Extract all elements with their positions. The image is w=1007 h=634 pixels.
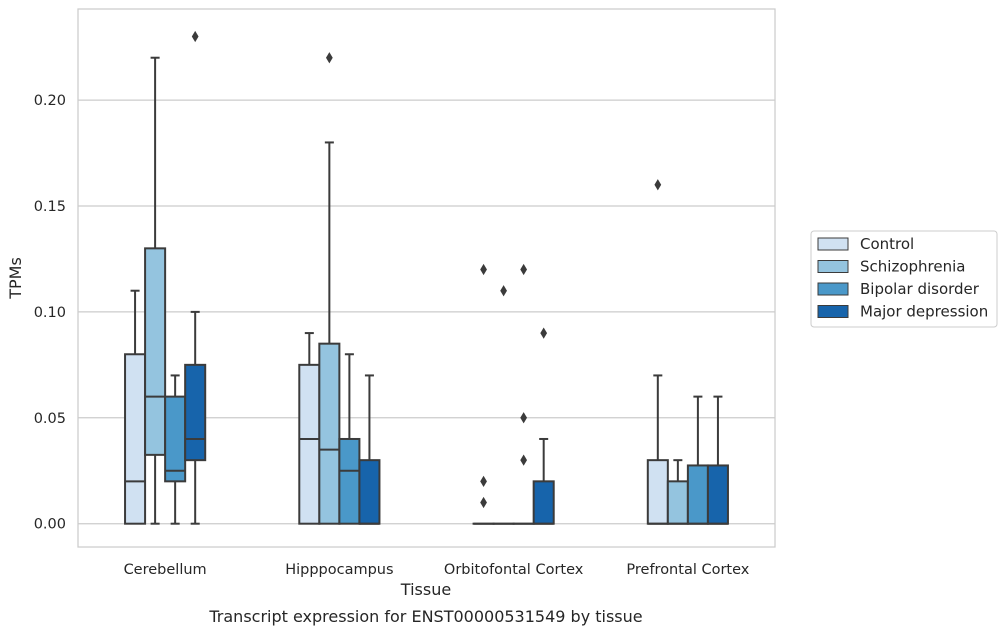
- x-axis-label: Tissue: [400, 580, 451, 599]
- box-body: [164, 395, 187, 483]
- outlier-point: [325, 52, 333, 64]
- box-schizophrenia: [144, 56, 167, 525]
- box-bipolar-disorder: [164, 374, 187, 525]
- outlier-points: [191, 30, 662, 509]
- box-body: [646, 459, 669, 525]
- outlier-point: [500, 285, 507, 297]
- legend-label: Control: [860, 235, 914, 253]
- box-control: [646, 374, 669, 525]
- x-tick-label: Cerebellum: [124, 562, 207, 578]
- y-axis-label: TPMs: [6, 257, 25, 300]
- y-tick-label: 0.10: [34, 305, 66, 321]
- box-schizophrenia: [318, 141, 341, 525]
- outlier-point: [520, 454, 528, 466]
- box-body: [338, 437, 361, 525]
- outlier-point: [520, 263, 528, 276]
- y-tick-label: 0.20: [34, 93, 66, 109]
- legend-swatch: [817, 237, 849, 251]
- outlier-point: [191, 30, 199, 43]
- box-groups: [124, 56, 729, 525]
- outlier-point: [540, 327, 548, 339]
- y-tick-label: 0.15: [34, 199, 66, 215]
- x-tick-labels: Cerebellum Hipppocampus Orbitofontal Corte…: [124, 562, 750, 578]
- box-major-depression: [358, 374, 381, 525]
- legend-swatch: [817, 305, 849, 318]
- legend-label: Bipolar disorder: [860, 280, 980, 298]
- legend: Control Schizophrenia Bipolar disorder Majo…: [810, 230, 998, 328]
- box-body: [144, 247, 167, 456]
- chart-caption: Transcript expression for ENST0000053154…: [208, 607, 642, 626]
- box-body: [532, 480, 555, 525]
- box-body: [358, 459, 381, 525]
- box-body: [124, 353, 147, 525]
- outlier-point: [480, 263, 487, 276]
- box-major-depression: [706, 395, 729, 525]
- box-major-depression: [184, 310, 207, 525]
- legend-label: Major depression: [860, 303, 988, 321]
- box-bipolar-disorder: [686, 395, 709, 525]
- legend-swatch: [817, 282, 849, 296]
- legend-frame: [810, 230, 998, 328]
- box-schizophrenia: [666, 459, 689, 525]
- outlier-point: [480, 496, 487, 509]
- box-major-depression: [532, 437, 555, 525]
- y-tick-label: 0.00: [34, 517, 66, 533]
- outlier-point: [520, 412, 528, 424]
- y-tick-label: 0.05: [34, 411, 66, 427]
- x-tick-label: Orbitofontal Cortex: [444, 562, 584, 578]
- box-body: [706, 464, 729, 525]
- y-tick-labels: 0.00 0.05 0.10 0.15 0.20: [34, 93, 66, 533]
- box-body: [318, 342, 341, 525]
- outlier-point: [480, 475, 487, 487]
- box-body: [686, 464, 709, 525]
- x-tick-label: Hipppocampus: [285, 562, 393, 578]
- outlier-point: [654, 179, 662, 191]
- legend-label: Schizophrenia: [860, 258, 965, 276]
- x-tick-label: Prefrontal Cortex: [626, 562, 749, 578]
- box-body: [298, 363, 321, 525]
- legend-swatch: [817, 260, 849, 273]
- box-body: [666, 480, 689, 525]
- box-body: [184, 363, 207, 462]
